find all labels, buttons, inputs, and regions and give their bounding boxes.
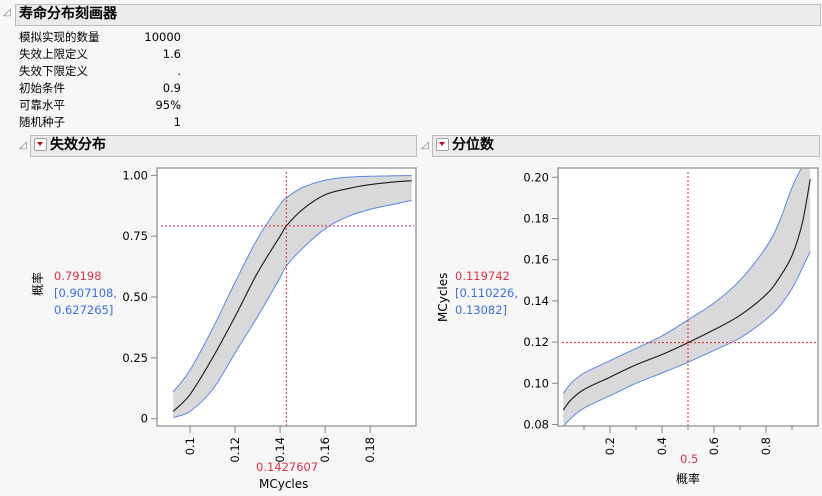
y-tick-label: 0.14 xyxy=(523,294,549,308)
current-y-value[interactable]: 0.79198 xyxy=(54,269,102,283)
parameter-row: 模拟实现的数量 10000 xyxy=(19,29,181,46)
parameter-value: 0.9 xyxy=(162,81,181,95)
y-tick-label: 0.75 xyxy=(122,229,148,243)
y-tick-label: 0.16 xyxy=(523,253,549,267)
x-tick-label: 0.8 xyxy=(759,437,773,455)
x-tick-label: 0.18 xyxy=(363,437,377,463)
disclosure-icon[interactable]: ◿ xyxy=(3,7,11,18)
parameter-label: 模拟实现的数量 xyxy=(19,30,100,44)
parameter-label: 失效下限定义 xyxy=(19,64,88,78)
ci-lower-upper: 0.627265] xyxy=(54,303,114,317)
confidence-band xyxy=(563,168,811,426)
parameter-row: 失效下限定义. xyxy=(19,63,181,80)
report-title: 寿命分布刻画器 xyxy=(15,4,821,26)
parameter-label: 随机种子 xyxy=(19,115,65,129)
y-tick-label: 0.20 xyxy=(523,170,549,184)
y-tick-label: 1.00 xyxy=(122,168,148,182)
estimate-curve xyxy=(562,179,811,411)
failure-distribution-plot-area[interactable]: 0 0.25 0.50 0.75 1.00 0.1 0.12 0.14 0.16 0.18 xyxy=(122,167,417,463)
y-tick-label: 0.25 xyxy=(122,351,148,365)
parameter-value: 1 xyxy=(173,115,181,129)
current-x-value[interactable]: 0.1427607 xyxy=(256,460,319,474)
x-tick-label: 0.14 xyxy=(273,437,287,463)
parameter-value: 95% xyxy=(155,98,181,112)
upper-bound-line xyxy=(562,168,803,394)
parameter-label: 初始条件 xyxy=(19,81,65,95)
y-tick-label: 0.08 xyxy=(523,418,549,432)
x-tick-label: 0.12 xyxy=(228,437,242,463)
y-tick-label: 0.10 xyxy=(523,376,549,390)
parameter-value: 1.6 xyxy=(162,47,181,61)
x-tick-label: 0.1 xyxy=(183,437,197,455)
ci-lower-upper: [0.907108, xyxy=(54,286,118,300)
failure-title: 失效分布 xyxy=(50,137,106,153)
parameter-row: 初始条件 0.9 xyxy=(19,80,181,97)
failure-distribution-header: 失效分布 xyxy=(30,135,417,157)
parameter-table: 模拟实现的数量 10000 失效上限定义 1.6 失效下限定义. 初始条件 0.9 可靠水平 9… xyxy=(19,29,181,131)
quantile-header: 分位数 xyxy=(432,135,820,157)
parameter-label: 失效上限定义 xyxy=(19,47,88,61)
y-tick-label: 0 xyxy=(141,412,148,426)
quantile-plot-area[interactable]: 0.08 0.10 0.12 0.14 0.16 0.18 0.20 0.2 0.4 0.6 0.8 xyxy=(523,165,819,455)
x-tick-label: 0.2 xyxy=(603,437,617,455)
parameter-value: 10000 xyxy=(144,30,181,44)
lower-bound-line xyxy=(563,251,811,426)
parameter-value: . xyxy=(177,64,181,78)
current-x-value[interactable]: 0.5 xyxy=(680,452,699,466)
red-triangle-menu-icon[interactable] xyxy=(436,137,449,151)
parameter-row: 可靠水平 95% xyxy=(19,97,181,114)
x-axis-label: MCycles xyxy=(259,477,309,491)
x-axis-label: 概率 xyxy=(676,472,701,486)
parameter-row: 失效上限定义 1.6 xyxy=(19,46,181,63)
x-tick-label: 0.6 xyxy=(707,437,721,455)
y-tick-label: 0.12 xyxy=(523,335,549,349)
x-tick-label: 0.4 xyxy=(655,437,669,455)
report-title-text: 寿命分布刻画器 xyxy=(19,6,117,22)
disclosure-icon[interactable]: ◿ xyxy=(421,140,429,151)
x-tick-label: 0.16 xyxy=(318,437,332,463)
y-tick-label: 0.50 xyxy=(122,290,148,304)
confidence-band xyxy=(173,175,412,418)
y-tick-label: 0.18 xyxy=(523,211,549,225)
quantile-title: 分位数 xyxy=(452,137,494,153)
disclosure-icon[interactable]: ◿ xyxy=(19,140,27,151)
parameter-row: 随机种子 1 xyxy=(19,114,181,131)
ci-lower-upper: 0.13082] xyxy=(455,303,508,317)
ci-lower-upper: [0.110226, xyxy=(455,286,519,300)
red-triangle-menu-icon[interactable] xyxy=(34,137,47,151)
parameter-label: 可靠水平 xyxy=(19,98,65,112)
current-y-value[interactable]: 0.119742 xyxy=(455,269,510,283)
